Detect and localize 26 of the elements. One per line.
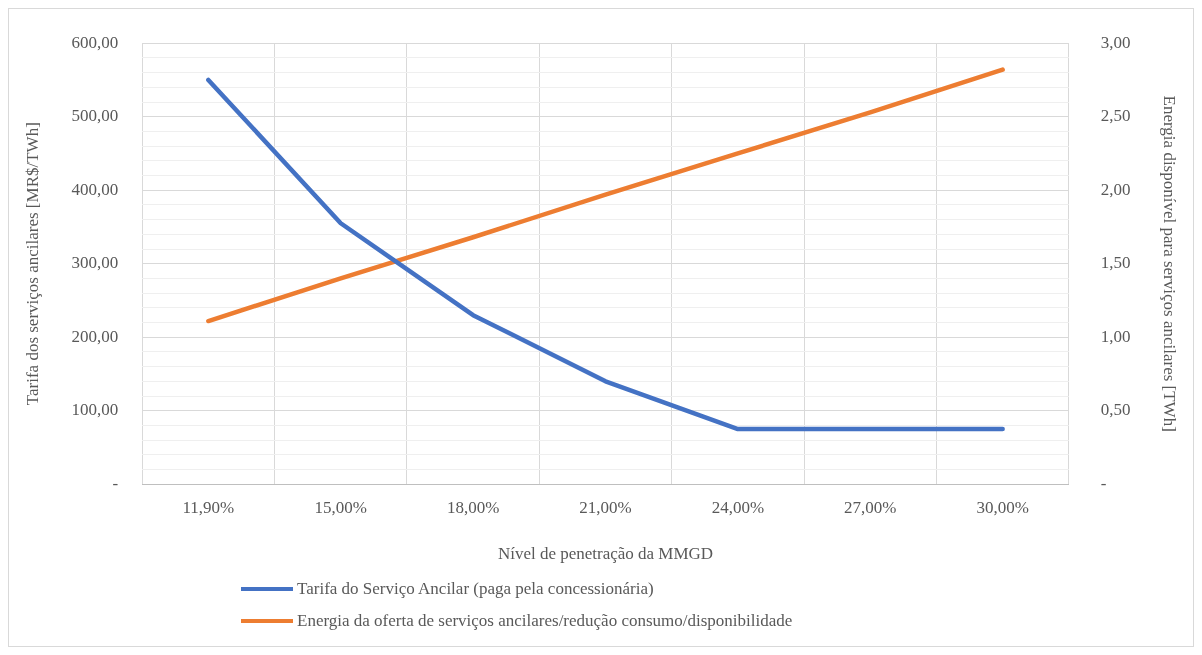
x-tick-label: 27,00% xyxy=(844,497,897,517)
y-tick-label: 500,00 xyxy=(71,106,119,126)
y-tick-label: 400,00 xyxy=(71,179,119,199)
y-tick-label: 600,00 xyxy=(71,32,119,52)
legend-label: Tarifa do Serviço Ancilar (paga pela concessionária) xyxy=(297,579,654,599)
y-tick-label: 300,00 xyxy=(71,253,119,273)
y-axis-title: Tarifa dos serviços ancilares [MR$/TWh] xyxy=(22,122,42,406)
y-tick-label: 100,00 xyxy=(71,400,119,420)
x-axis-title: Nível de penetração da MMGD xyxy=(497,544,714,564)
y2-tick-label: 1,50 xyxy=(1100,253,1131,273)
y2-tick-label: 3,00 xyxy=(1100,32,1131,52)
x-tick-label: 18,00% xyxy=(446,497,500,517)
x-tick-label: 21,00% xyxy=(579,497,632,517)
y-tick-label: 200,00 xyxy=(71,326,119,346)
x-tick-label: 11,90% xyxy=(182,497,235,517)
y2-tick-label: 0,50 xyxy=(1100,400,1131,420)
y2-tick-label: 2,00 xyxy=(1100,179,1131,199)
x-tick-label: 15,00% xyxy=(314,497,367,517)
x-tick-label: 24,00% xyxy=(711,497,765,517)
legend-label: Energia da oferta de serviços ancilares/redução consumo/disponibilidade xyxy=(297,611,793,631)
y2-tick-label: 1,00 xyxy=(1100,326,1131,346)
y2-tick-label: 2,50 xyxy=(1100,106,1131,126)
y-tick-label: - xyxy=(112,473,119,493)
y2-axis-title: Energia disponível para serviços ancilares [TWh] xyxy=(1160,95,1180,432)
y2-tick-label: - xyxy=(1100,473,1107,493)
x-tick-label: 30,00% xyxy=(976,497,1029,517)
